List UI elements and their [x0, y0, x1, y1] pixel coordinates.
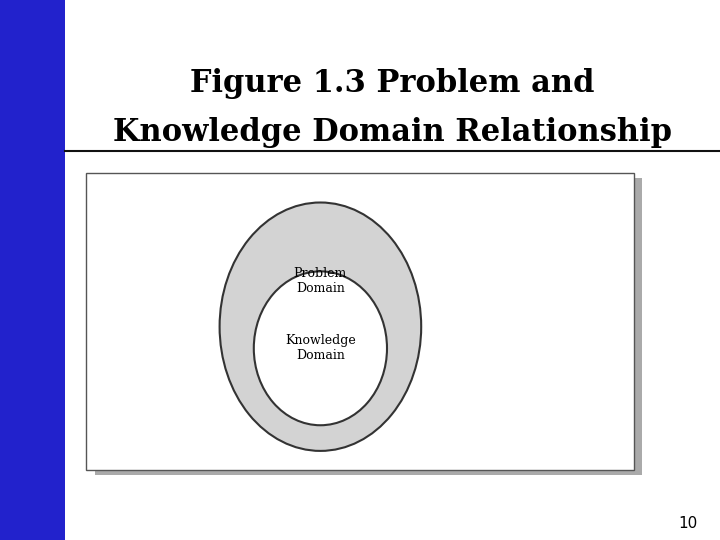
- Text: Problem
Domain: Problem Domain: [294, 267, 347, 295]
- Text: Knowledge Domain Relationship: Knowledge Domain Relationship: [113, 117, 672, 148]
- Ellipse shape: [253, 271, 387, 426]
- Text: Figure 1.3 Problem and: Figure 1.3 Problem and: [190, 68, 595, 99]
- Bar: [0, 0, 65, 540]
- Text: 10: 10: [678, 516, 697, 531]
- Text: Knowledge
Domain: Knowledge Domain: [285, 334, 356, 362]
- Bar: [95, 178, 642, 475]
- Ellipse shape: [220, 202, 421, 451]
- Bar: [86, 173, 634, 470]
